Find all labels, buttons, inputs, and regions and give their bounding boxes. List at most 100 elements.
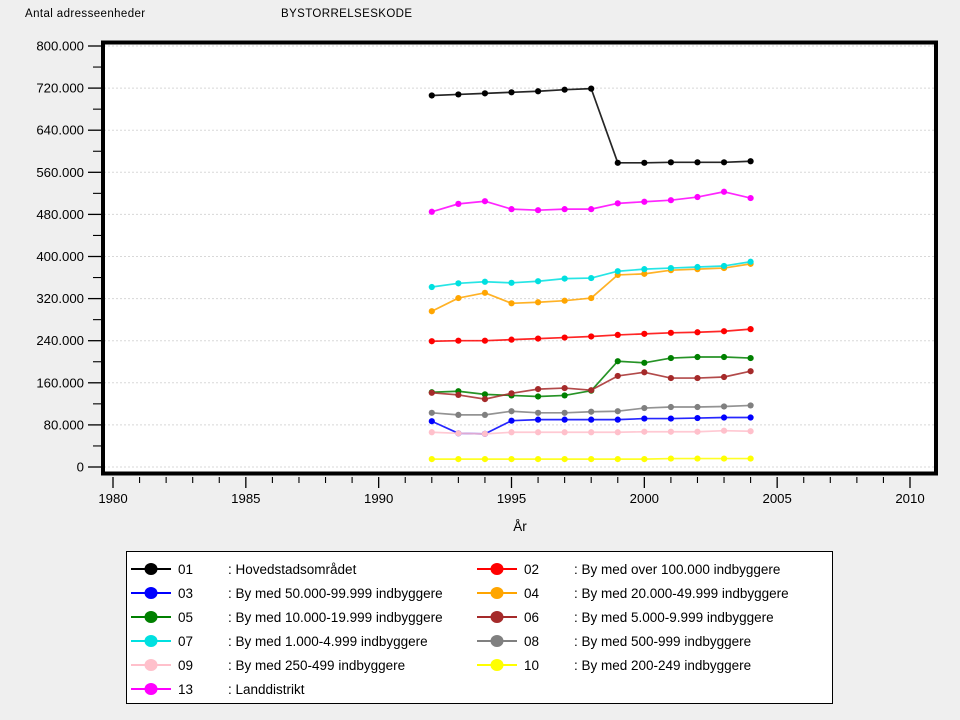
series-09-marker bbox=[455, 430, 462, 437]
y-axis-title: Antal adresseenheder bbox=[25, 8, 146, 20]
series-01-marker bbox=[428, 92, 435, 99]
series-04-marker bbox=[641, 270, 648, 277]
series-13-marker bbox=[614, 200, 621, 207]
series-01-marker bbox=[588, 85, 595, 92]
legend-marker-icon bbox=[131, 633, 171, 649]
series-09 bbox=[428, 427, 754, 437]
legend-dot-icon bbox=[144, 635, 158, 647]
series-01-marker bbox=[455, 91, 462, 98]
legend-code: 01 bbox=[178, 561, 194, 577]
series-02-marker bbox=[694, 329, 701, 336]
legend-dot-icon bbox=[144, 683, 158, 695]
y-tick-label: 480.000 bbox=[36, 207, 84, 222]
series-03-marker bbox=[694, 414, 701, 422]
series-10-marker bbox=[747, 455, 754, 462]
series-08 bbox=[428, 402, 754, 419]
series-07-marker bbox=[720, 262, 728, 270]
series-13-marker bbox=[561, 206, 568, 213]
series-08-marker bbox=[455, 411, 462, 419]
series-05-marker bbox=[534, 393, 542, 400]
series-08-marker bbox=[428, 409, 435, 416]
series-05-marker bbox=[694, 353, 701, 361]
legend-code: 07 bbox=[178, 633, 194, 649]
series-01-marker bbox=[534, 88, 542, 95]
series-10-marker bbox=[694, 455, 701, 462]
series-08-marker bbox=[694, 403, 701, 411]
x-axis-title: År bbox=[513, 519, 527, 534]
series-10 bbox=[428, 455, 754, 463]
series-01-marker bbox=[561, 86, 568, 93]
y-tick-label: 240.000 bbox=[36, 333, 84, 348]
legend-item-03: 03 : By med 50.000-99.999 indbyggere bbox=[131, 581, 477, 605]
series-07-marker bbox=[588, 274, 595, 282]
series-04-marker bbox=[481, 289, 489, 296]
series-07-marker bbox=[614, 268, 621, 275]
legend-code: 03 bbox=[178, 585, 194, 601]
legend-marker-icon bbox=[477, 585, 517, 601]
series-01-marker bbox=[694, 159, 701, 166]
series-05-marker bbox=[641, 359, 648, 366]
series-04-marker bbox=[455, 294, 462, 302]
legend-marker-icon bbox=[131, 657, 171, 673]
series-08-marker bbox=[561, 409, 568, 416]
legend-marker-icon bbox=[131, 561, 171, 577]
series-03-marker bbox=[561, 416, 568, 423]
plot-area bbox=[103, 42, 936, 474]
series-04-marker bbox=[508, 300, 515, 307]
legend-item-09: 09: By med 250-499 indbyggere bbox=[131, 653, 477, 677]
legend-item-05: 05: By med 10.000-19.999 indbyggere bbox=[131, 605, 477, 629]
series-13-marker bbox=[428, 208, 435, 215]
series-06-marker bbox=[428, 389, 435, 396]
legend-label: : By med 1.000-4.999 indbyggere bbox=[228, 633, 428, 649]
series-05-marker bbox=[667, 354, 675, 362]
series-08-marker bbox=[534, 409, 542, 416]
series-09-marker bbox=[561, 429, 568, 436]
series-13-marker bbox=[481, 198, 489, 205]
y-tick-label: 320.000 bbox=[36, 291, 84, 306]
series-01-marker bbox=[720, 159, 728, 166]
legend-code: 08 bbox=[524, 633, 540, 649]
series-10-marker bbox=[667, 455, 675, 462]
series-09-marker bbox=[614, 429, 621, 436]
series-07 bbox=[428, 258, 754, 291]
series-07-marker bbox=[534, 278, 542, 285]
series-06-marker bbox=[720, 373, 728, 381]
series-08-marker bbox=[641, 404, 648, 412]
series-02-marker bbox=[588, 333, 595, 340]
series-09-marker bbox=[667, 428, 675, 435]
series-02-marker bbox=[667, 329, 675, 336]
legend-item-01: 01: Hovedstadsområdet bbox=[131, 557, 477, 581]
series-03-marker bbox=[747, 414, 754, 421]
series-02-marker bbox=[428, 338, 435, 345]
series-07-marker bbox=[667, 264, 675, 272]
series-13-marker bbox=[588, 206, 595, 213]
series-10-marker bbox=[641, 456, 648, 463]
legend-dot-icon bbox=[144, 563, 158, 575]
legend-box: 01: Hovedstadsområdet 03 : By med 50.000-9… bbox=[126, 551, 833, 704]
series-01 bbox=[428, 85, 754, 166]
legend-marker-icon bbox=[131, 681, 171, 697]
series-09-marker bbox=[508, 429, 515, 436]
series-03-marker bbox=[534, 416, 542, 423]
series-10-marker bbox=[561, 456, 568, 463]
series-09-marker bbox=[694, 428, 701, 435]
series-01-marker bbox=[641, 159, 648, 166]
series-13-marker bbox=[747, 194, 754, 202]
series-06-marker bbox=[747, 368, 754, 375]
x-tick-label: 1990 bbox=[364, 491, 393, 506]
legend-label: : By med 50.000-99.999 indbyggere bbox=[228, 585, 443, 601]
series-09-marker bbox=[481, 430, 489, 437]
legend-label: : By med 5.000-9.999 indbyggere bbox=[574, 609, 774, 625]
series-09-marker bbox=[747, 428, 754, 435]
series-06-marker bbox=[508, 390, 515, 397]
series-13-marker bbox=[667, 197, 675, 204]
series-06-marker bbox=[534, 386, 542, 393]
series-09-marker bbox=[720, 427, 728, 434]
legend-column-left: 01: Hovedstadsområdet 03 : By med 50.000-9… bbox=[131, 557, 477, 703]
legend-marker-icon bbox=[477, 609, 517, 625]
series-08-marker bbox=[614, 408, 621, 415]
x-tick-label: 1980 bbox=[98, 491, 127, 506]
legend-label: : By med 10.000-19.999 indbyggere bbox=[228, 609, 443, 625]
legend-marker-icon bbox=[131, 585, 171, 601]
y-tick-label: 800.000 bbox=[36, 39, 84, 54]
